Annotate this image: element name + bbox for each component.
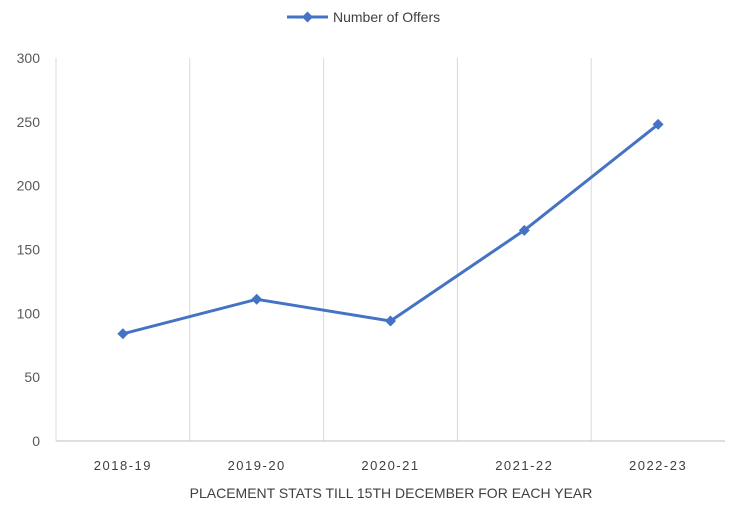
x-category-label: 2019-20 [228,458,286,473]
data-point-markers [117,118,664,340]
y-tick-label: 250 [17,114,41,130]
data-point-marker [117,328,129,340]
x-axis-category-labels: 2018-19 2019-20 2020-21 2021-22 2022-23 [94,458,687,473]
data-point-marker [518,224,530,236]
data-point-marker [652,118,664,130]
x-category-label: 2021-22 [495,458,553,473]
y-tick-label: 300 [17,50,41,66]
legend-label: Number of Offers [333,9,440,25]
y-tick-label: 150 [17,242,41,258]
legend: Number of Offers [287,9,440,25]
x-category-label: 2018-19 [94,458,152,473]
x-category-label: 2022-23 [629,458,687,473]
series-line-number-of-offers [122,123,660,336]
y-tick-label: 0 [32,433,40,449]
legend-marker-diamond [302,11,313,23]
x-axis-title: PLACEMENT STATS TILL 15TH DECEMBER FOR E… [190,485,593,501]
gridlines [55,58,592,441]
data-point-marker [385,315,396,327]
y-axis-tick-labels: 0 50 100 150 200 250 300 [17,50,41,449]
y-tick-label: 100 [17,305,41,321]
y-tick-label: 50 [24,369,40,385]
data-point-marker [251,293,263,305]
y-tick-label: 200 [17,178,41,194]
x-category-label: 2020-21 [361,458,419,473]
